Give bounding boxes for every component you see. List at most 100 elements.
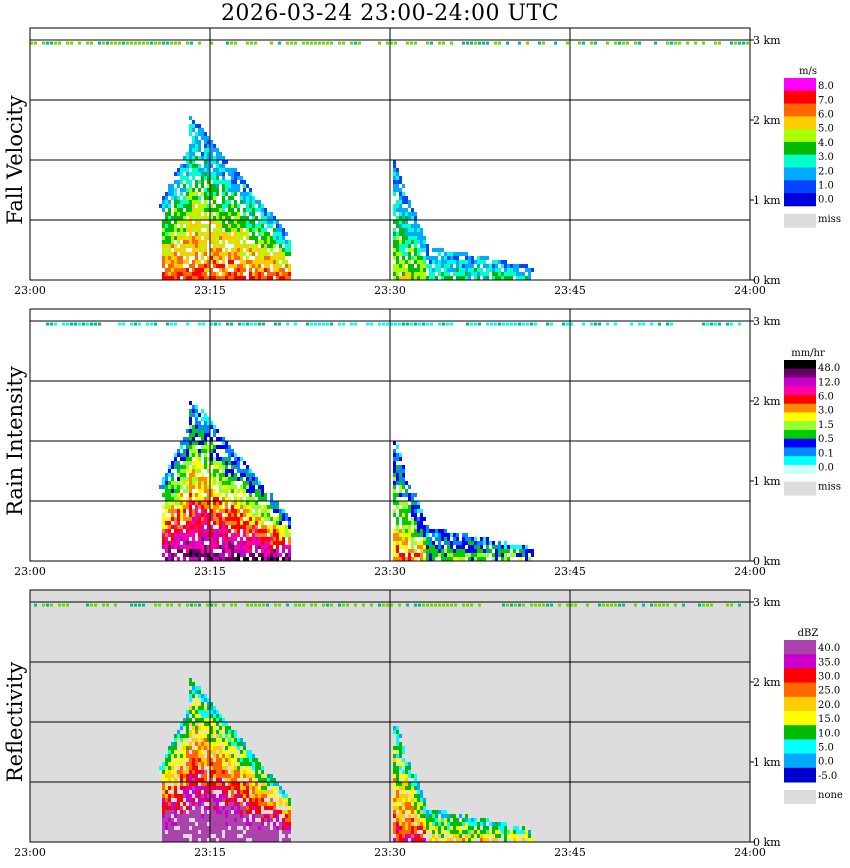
echo-cell xyxy=(273,216,276,220)
echo-cell xyxy=(216,814,219,818)
echo-cell xyxy=(180,164,183,168)
clutter-cell xyxy=(438,603,441,607)
echo-cell xyxy=(207,180,210,184)
echo-cell xyxy=(273,782,276,786)
echo-cell xyxy=(276,537,279,541)
echo-cell xyxy=(180,806,183,810)
echo-cell xyxy=(255,489,258,493)
echo-cell xyxy=(222,517,225,521)
echo-cell xyxy=(204,794,207,798)
echo-cell xyxy=(201,156,204,160)
echo-cell xyxy=(162,513,165,517)
echo-cell xyxy=(192,405,195,409)
echo-cell xyxy=(402,493,405,497)
echo-cell xyxy=(231,746,234,750)
echo-cell xyxy=(213,497,216,501)
echo-cell xyxy=(174,545,177,549)
echo-cell xyxy=(177,180,180,184)
echo-cell xyxy=(273,509,276,513)
echo-cell xyxy=(393,192,396,196)
echo-cell xyxy=(408,537,411,541)
echo-cell xyxy=(483,553,486,557)
echo-cell xyxy=(222,742,225,746)
echo-cell xyxy=(477,830,480,834)
echo-cell xyxy=(165,244,168,248)
echo-cell xyxy=(396,734,399,738)
echo-cell xyxy=(183,722,186,726)
echo-cell xyxy=(447,557,450,561)
echo-cell xyxy=(216,806,219,810)
echo-cell xyxy=(504,838,507,842)
echo-cell xyxy=(186,814,189,818)
echo-cell xyxy=(243,806,246,810)
echo-cell xyxy=(192,473,195,477)
echo-cell xyxy=(225,541,228,545)
echo-cell xyxy=(252,521,255,525)
echo-cell xyxy=(267,216,270,220)
echo-cell xyxy=(234,754,237,758)
echo-cell xyxy=(192,545,195,549)
echo-cell xyxy=(261,778,264,782)
echo-cell xyxy=(198,208,201,212)
echo-cell xyxy=(414,272,417,276)
echo-cell xyxy=(519,264,522,268)
echo-cell xyxy=(198,204,201,208)
echo-cell xyxy=(213,553,216,557)
clutter-cell xyxy=(734,41,737,45)
echo-cell xyxy=(414,794,417,798)
echo-cell xyxy=(207,268,210,272)
echo-cell xyxy=(276,525,279,529)
echo-cell xyxy=(480,256,483,260)
echo-cell xyxy=(213,236,216,240)
echo-cell xyxy=(222,196,225,200)
echo-cell xyxy=(219,770,222,774)
echo-cell xyxy=(174,268,177,272)
echo-cell xyxy=(177,830,180,834)
echo-cell xyxy=(522,830,525,834)
echo-cell xyxy=(432,248,435,252)
echo-cell xyxy=(234,758,237,762)
echo-cell xyxy=(201,698,204,702)
echo-cell xyxy=(219,481,222,485)
echo-cell xyxy=(210,826,213,830)
echo-cell xyxy=(165,196,168,200)
echo-cell xyxy=(420,541,423,545)
echo-cell xyxy=(189,236,192,240)
echo-cell xyxy=(246,228,249,232)
echo-cell xyxy=(405,260,408,264)
echo-cell xyxy=(492,545,495,549)
echo-cell xyxy=(432,541,435,545)
echo-cell xyxy=(219,838,222,842)
echo-cell xyxy=(282,260,285,264)
echo-cell xyxy=(516,838,519,842)
echo-cell xyxy=(237,802,240,806)
echo-cell xyxy=(396,264,399,268)
echo-cell xyxy=(195,742,198,746)
echo-cell xyxy=(477,541,480,545)
clutter-cell xyxy=(378,41,381,45)
echo-cell xyxy=(399,453,402,457)
colorbar-label: 0.0 xyxy=(818,757,834,768)
echo-cell xyxy=(243,509,246,513)
echo-cell xyxy=(162,493,165,497)
clutter-cell xyxy=(370,322,373,326)
echo-cell xyxy=(204,260,207,264)
echo-cell xyxy=(183,489,186,493)
echo-cell xyxy=(282,830,285,834)
echo-cell xyxy=(429,826,432,830)
echo-cell xyxy=(201,505,204,509)
clutter-cell xyxy=(50,322,53,326)
echo-cell xyxy=(165,220,168,224)
echo-cell xyxy=(198,718,201,722)
echo-cell xyxy=(255,826,258,830)
echo-cell xyxy=(432,830,435,834)
clutter-cell xyxy=(394,322,397,326)
echo-cell xyxy=(195,244,198,248)
echo-cell xyxy=(420,276,423,280)
echo-cell xyxy=(411,509,414,513)
echo-cell xyxy=(231,786,234,790)
echo-cell xyxy=(453,549,456,553)
echo-cell xyxy=(423,244,426,248)
echo-cell xyxy=(459,822,462,826)
echo-cell xyxy=(165,802,168,806)
